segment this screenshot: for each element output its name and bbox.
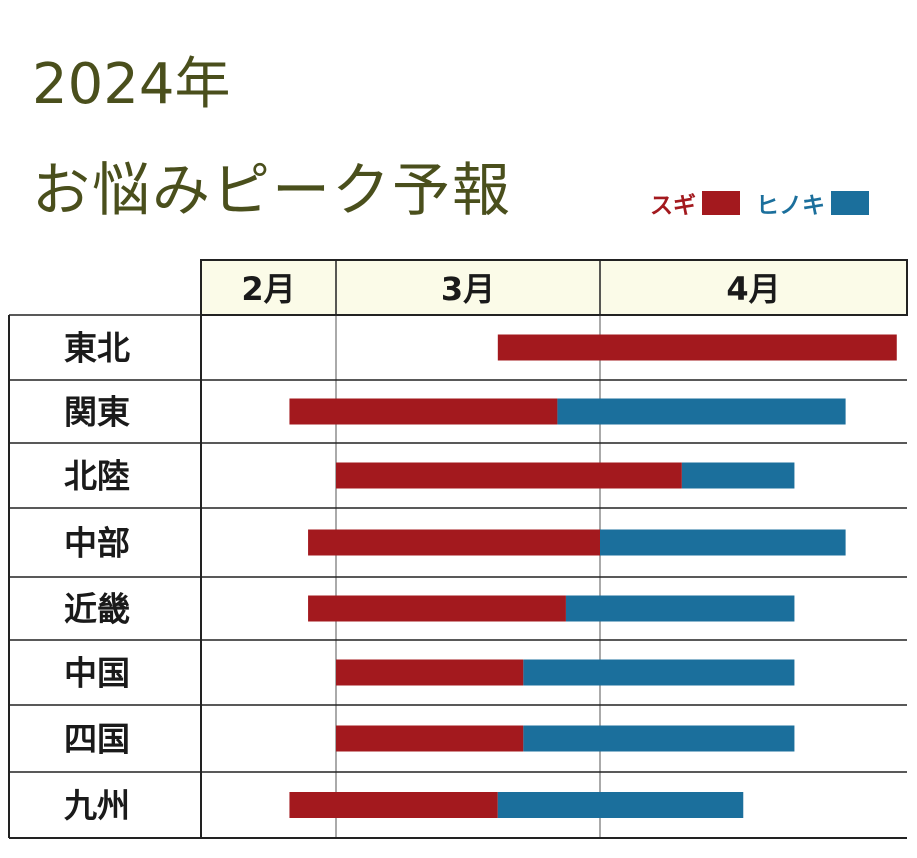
- sugi-bar-1: [289, 398, 558, 425]
- sugi-bar-5: [336, 659, 524, 686]
- region-label: 近畿: [64, 590, 130, 629]
- sugi-bar-6: [336, 725, 524, 752]
- chart-title: お悩みピーク予報: [32, 156, 513, 224]
- region-label: 東北: [64, 329, 130, 368]
- hinoki-bar-4: [565, 595, 795, 622]
- chart-title-year: 2024年: [32, 52, 231, 117]
- hinoki-bar-1: [557, 398, 846, 425]
- legend-label-sugi: スギ: [650, 193, 696, 219]
- hinoki-bar-5: [523, 659, 795, 686]
- sugi-bar-0: [497, 334, 897, 361]
- sugi-bar-4: [308, 595, 566, 622]
- legend-label-hinoki: ヒノキ: [756, 193, 825, 219]
- region-label: 関東: [64, 393, 130, 432]
- month-label-2: 2月: [241, 270, 295, 308]
- region-label: 中部: [64, 524, 130, 563]
- region-label: 九州: [64, 786, 130, 825]
- hinoki-bar-3: [600, 529, 846, 556]
- sugi-bar-7: [289, 792, 498, 818]
- hinoki-bar-7: [497, 792, 744, 818]
- legend: スギ ヒノキ: [650, 186, 869, 220]
- sugi-bar-3: [308, 529, 600, 556]
- hinoki-bar-6: [523, 725, 795, 752]
- region-label: 四国: [64, 720, 130, 759]
- bar-layer: [289, 334, 897, 818]
- sugi-bar-2: [336, 462, 682, 489]
- month-header-bg: [200, 259, 908, 316]
- legend-swatch-hinoki: [831, 191, 869, 215]
- month-label-4: 4月: [726, 270, 780, 308]
- region-label: 中国: [64, 654, 130, 693]
- month-label-3: 3月: [441, 270, 495, 308]
- region-label: 北陸: [64, 457, 130, 496]
- legend-swatch-sugi: [702, 191, 740, 215]
- hinoki-bar-2: [681, 462, 795, 489]
